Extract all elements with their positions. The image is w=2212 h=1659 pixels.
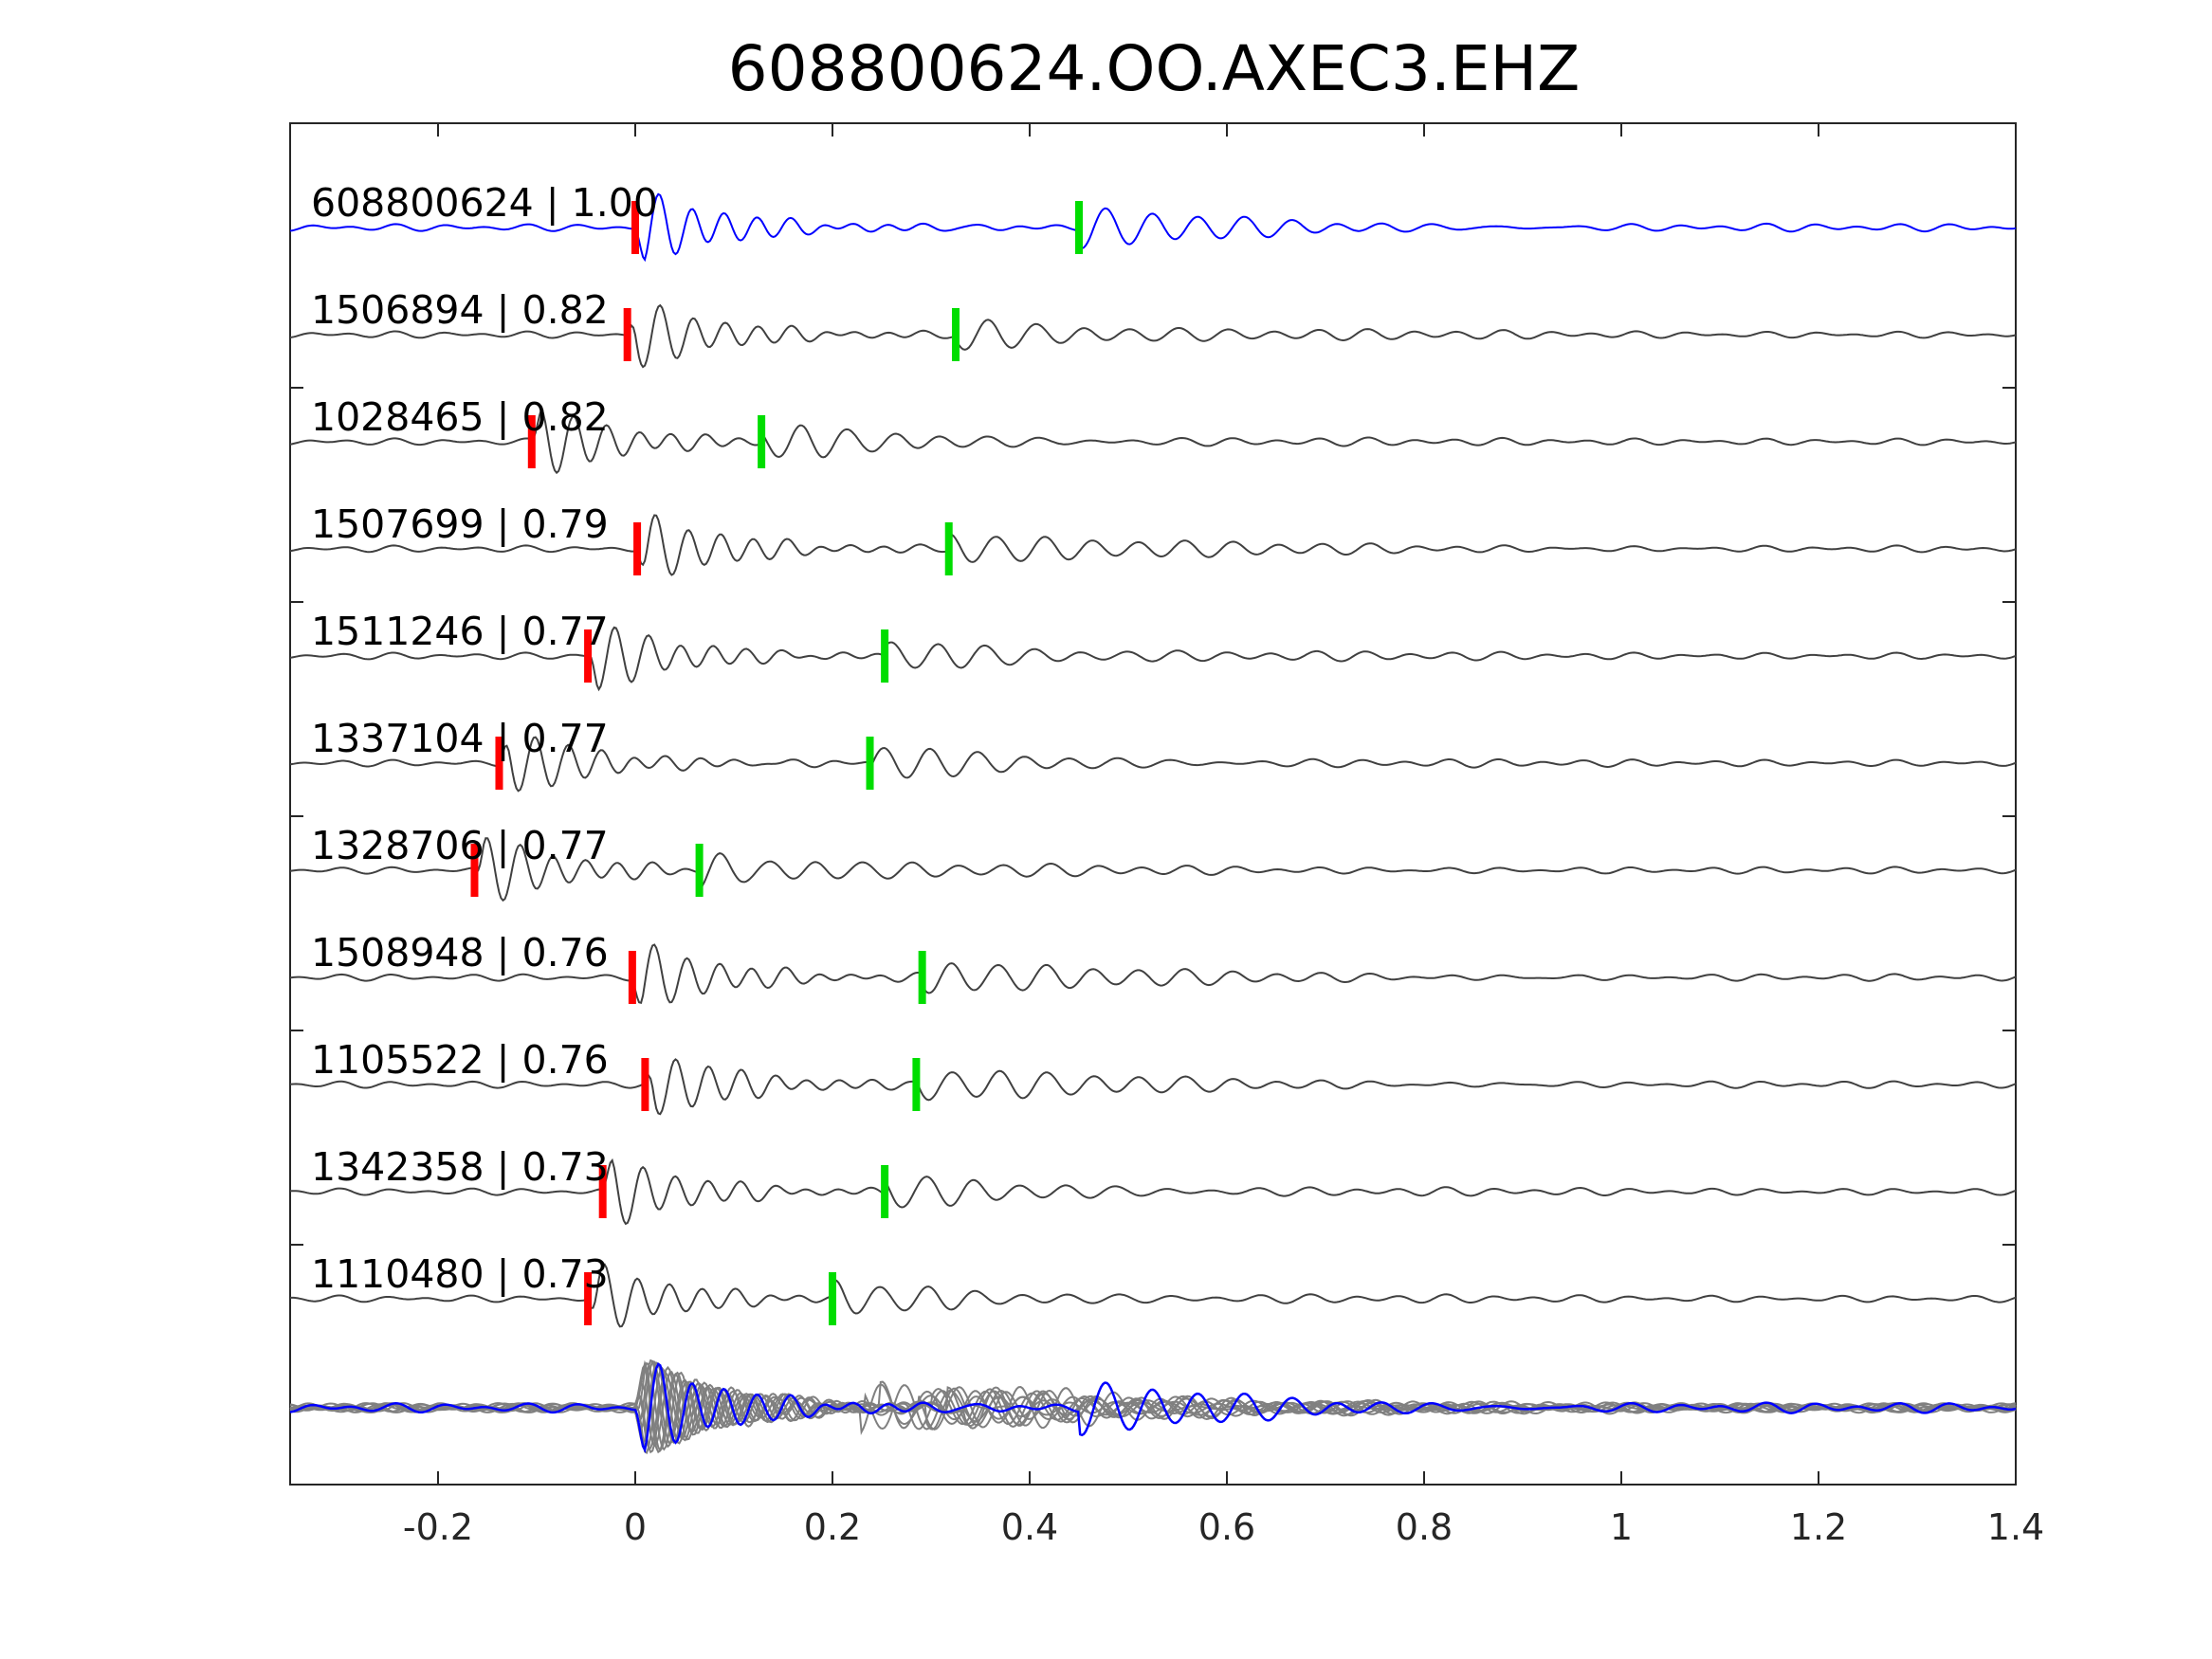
x-tick-label-7: 1.2 [1790, 1506, 1847, 1548]
trace-label-1337104: 1337104 | 0.77 [311, 716, 609, 761]
trace-waveform-1507699 [289, 514, 2017, 576]
x-tick-label-5: 0.8 [1396, 1506, 1453, 1548]
picks-layer [470, 201, 1083, 1325]
trace-waveform-1328706 [289, 837, 2017, 902]
trace-label-1506894: 1506894 | 0.82 [311, 287, 609, 333]
trace-label-608800624: 608800624 | 1.00 [311, 180, 658, 226]
x-tick-label-1: 0 [624, 1506, 647, 1548]
plot-frame [289, 122, 2017, 1486]
trace-label-1508948: 1508948 | 0.76 [311, 930, 609, 975]
trace-waveform-1511246 [289, 626, 2017, 692]
traces-layer [289, 192, 2017, 1328]
labels-layer: 608800624 | 1.00 1506894 | 0.82 1028465 | … [311, 180, 658, 1297]
trace-waveform-1337104 [289, 736, 2017, 793]
stack-layer [289, 1358, 2017, 1455]
x-tick-label-8: 1.4 [1987, 1506, 2044, 1548]
trace-waveform-1342358 [289, 1158, 2017, 1226]
trace-label-1507699: 1507699 | 0.79 [311, 501, 609, 547]
trace-waveform-608800624 [289, 192, 2017, 263]
trace-waveform-1105522 [289, 1058, 2017, 1116]
x-tick-label-0: -0.2 [403, 1506, 473, 1548]
trace-label-1342358: 1342358 | 0.73 [311, 1144, 609, 1190]
trace-label-1110480: 1110480 | 0.73 [311, 1251, 609, 1297]
trace-waveform-1506894 [289, 303, 2017, 369]
x-tick-label-4: 0.6 [1198, 1506, 1255, 1548]
trace-waveform-1110480 [290, 1263, 2017, 1328]
x-tick-label-6: 1 [1610, 1506, 1633, 1548]
ticks-layer: -0.2 0 0.2 0.4 0.6 0.8 1 1.2 1.4 [290, 123, 2044, 1548]
trace-waveform-1508948 [289, 943, 2017, 1004]
x-tick-label-2: 0.2 [804, 1506, 861, 1548]
trace-label-1105522: 1105522 | 0.76 [311, 1037, 609, 1083]
stack-waveform-608800624 [289, 1362, 2017, 1454]
stack-waveform-1110480 [289, 1358, 2017, 1449]
x-tick-label-3: 0.4 [1001, 1506, 1058, 1548]
trace-label-1511246: 1511246 | 0.77 [311, 609, 609, 654]
trace-waveform-1028465 [289, 407, 2017, 475]
trace-label-1028465: 1028465 | 0.82 [311, 394, 609, 440]
chart-title: 608800624.OO.AXEC3.EHZ [728, 32, 1581, 105]
trace-label-1328706: 1328706 | 0.77 [311, 823, 609, 868]
